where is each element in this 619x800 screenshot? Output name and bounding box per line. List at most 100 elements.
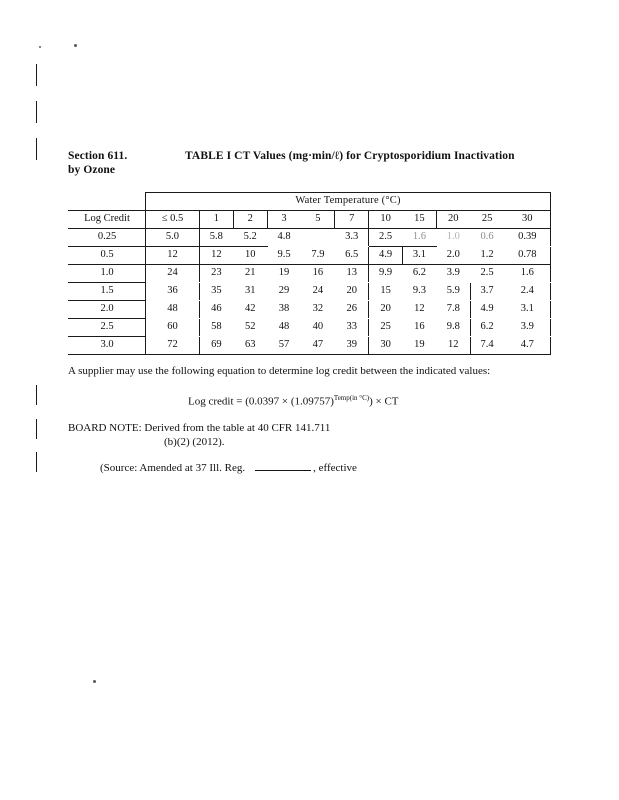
ct-cell: 58 (198, 318, 234, 337)
ct-cell: 3.9 (435, 264, 471, 283)
ct-cell: 48 (145, 300, 200, 319)
ct-cell: 12 (402, 300, 437, 319)
ct-cell: 6.5 (334, 246, 370, 265)
ct-cell: 19 (402, 336, 437, 355)
ct-cell: 1.6 (503, 264, 552, 283)
ct-cell: 9.3 (402, 282, 437, 301)
ct-cell: 5.8 (198, 228, 234, 247)
ct-cell: 47 (300, 336, 336, 355)
table-row: 1.5 36 35 31 29 24 20 15 9.3 5.9 3.7 2.4 (68, 282, 552, 301)
ct-cell: 19 (266, 264, 302, 283)
ct-cell: 5.2 (232, 228, 268, 247)
ct-cell: 16 (300, 264, 336, 283)
table-head: Water Temperature (°C) Log Credit ≤ 0.5 … (68, 192, 552, 229)
ct-cell: 4.9 (469, 300, 505, 319)
ct-cell: 3.7 (469, 282, 505, 301)
ct-cell: 20 (334, 282, 370, 301)
supplier-note-paragraph: A supplier may use the following equatio… (68, 365, 491, 377)
ct-cell: 4.9 (368, 246, 403, 265)
ct-values-table-container: Water Temperature (°C) Log Credit ≤ 0.5 … (68, 192, 552, 355)
log-credit-cell: 1.0 (68, 264, 146, 283)
table-row: 1.0 24 23 21 19 16 13 9.9 6.2 3.9 2.5 1.… (68, 264, 552, 283)
ct-cell: 7.4 (469, 336, 505, 355)
ct-cell: 0.78 (503, 246, 552, 265)
source-suffix: , effective (313, 462, 357, 474)
table-header-row-columns: Log Credit ≤ 0.5 1 2 3 5 7 10 15 20 25 3… (68, 210, 552, 229)
ct-cell: 31 (232, 282, 268, 301)
ct-cell: 9.5 (266, 246, 302, 265)
log-credit-cell: 1.5 (68, 282, 146, 301)
temp-column-header: 5 (300, 210, 336, 229)
temp-column-header: 20 (435, 210, 471, 229)
revision-bar (36, 101, 37, 123)
ct-cell: 0.39 (503, 228, 552, 247)
log-credit-equation: Log credit = (0.0397 × (1.09757)Temp(in … (188, 391, 518, 409)
scan-speck (39, 46, 41, 48)
equation-exponent: Temp(in °C) (333, 394, 370, 402)
ct-cell: 23 (198, 264, 234, 283)
ct-cell: 46 (198, 300, 234, 319)
ct-cell: 3.1 (402, 246, 437, 265)
ct-cell: 3.1 (503, 300, 552, 319)
equation-prefix: Log credit = (0.0397 × (1.09757) (188, 395, 334, 408)
temp-column-header: 10 (368, 210, 403, 229)
ct-cell: 60 (145, 318, 200, 337)
table-row: 0.25 5.0 5.8 5.2 4.8 3.9 3.3 2.5 1.6 1.0… (68, 228, 552, 247)
log-credit-cell: 2.0 (68, 300, 146, 319)
table-row: 0.5 12 12 10 9.5 7.9 6.5 4.9 3.1 2.0 1.2… (68, 246, 552, 265)
equation-suffix: ) × CT (369, 395, 399, 408)
ct-cell: 24 (300, 282, 336, 301)
ct-cell: 26 (334, 300, 370, 319)
temp-column-header: 2 (232, 210, 268, 229)
ct-cell: 7.8 (435, 300, 471, 319)
ct-cell: 2.0 (435, 246, 471, 265)
table-title-line2: by Ozone (68, 164, 116, 176)
ct-cell: 25 (368, 318, 403, 337)
board-note-line2: (b)(2) (2012). (164, 436, 225, 448)
source-prefix: (Source: Amended at 37 Ill. Reg. (100, 462, 246, 474)
log-credit-cell: 0.25 (68, 228, 146, 247)
ct-cell: 52 (232, 318, 268, 337)
scan-speck (74, 44, 77, 47)
ct-cell: 10 (232, 246, 268, 265)
table-row: 3.0 72 69 63 57 47 39 30 19 12 7.4 4.7 (68, 336, 552, 355)
ct-cell: 39 (334, 336, 370, 355)
ct-cell: 1.2 (469, 246, 505, 265)
ct-cell: 69 (198, 336, 234, 355)
log-credit-cell: 3.0 (68, 336, 146, 355)
ct-cell: 30 (368, 336, 403, 355)
table-row: 2.0 48 46 42 38 32 26 20 12 7.8 4.9 3.1 (68, 300, 552, 319)
corner-cell (68, 192, 146, 211)
ct-cell: 12 (145, 246, 200, 265)
ct-cell: 29 (266, 282, 302, 301)
water-temperature-header: Water Temperature (°C) (145, 192, 551, 211)
ct-cell: 38 (266, 300, 302, 319)
ct-cell: 40 (300, 318, 336, 337)
temp-column-header: 7 (334, 210, 370, 229)
log-credit-header: Log Credit (68, 210, 146, 229)
revision-bar (36, 385, 37, 405)
temp-column-header: 1 (198, 210, 234, 229)
ct-cell: 57 (266, 336, 302, 355)
ct-cell: 13 (334, 264, 370, 283)
ct-cell: 1.0 (435, 228, 471, 247)
source-blank-fill (255, 461, 312, 471)
ct-cell: 9.9 (368, 264, 403, 283)
ct-cell: 20 (368, 300, 403, 319)
ct-cell: 3.9 (300, 228, 336, 247)
table-row: 2.5 60 58 52 48 40 33 25 16 9.8 6.2 3.9 (68, 318, 552, 337)
ct-cell: 3.3 (334, 228, 370, 247)
ct-cell: 0.6 (469, 228, 505, 247)
ct-cell: 5.9 (435, 282, 471, 301)
ct-cell: 7.9 (300, 246, 336, 265)
ct-cell: 1.6 (402, 228, 437, 247)
ct-cell: 2.5 (469, 264, 505, 283)
table-body: 0.25 5.0 5.8 5.2 4.8 3.9 3.3 2.5 1.6 1.0… (68, 228, 552, 355)
ct-cell: 12 (198, 246, 234, 265)
temp-column-header: 3 (266, 210, 302, 229)
section-label: Section 611. (68, 150, 128, 162)
revision-bar (36, 64, 37, 86)
ct-cell: 63 (232, 336, 268, 355)
ct-cell: 35 (198, 282, 234, 301)
